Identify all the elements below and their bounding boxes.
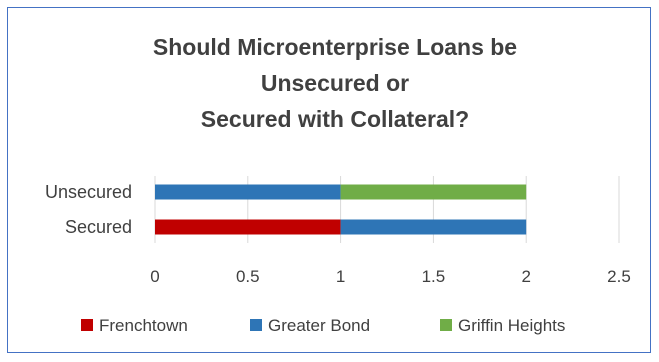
legend: Frenchtown Greater Bond Griffin Heights — [81, 316, 565, 335]
legend-swatch-frenchtown — [81, 319, 93, 331]
chart-title: Should Microenterprise Loans be Unsecure… — [153, 34, 517, 132]
legend-label-griffin-heights: Griffin Heights — [458, 316, 565, 335]
legend-swatch-griffin-heights — [440, 319, 452, 331]
bar-unsecured-griffin-heights — [340, 184, 527, 200]
x-tick-2-5: 2.5 — [607, 267, 631, 286]
category-label-secured: Secured — [65, 217, 132, 237]
bar-unsecured-greater-bond — [155, 184, 341, 200]
legend-swatch-greater-bond — [250, 319, 262, 331]
bar-secured-greater-bond — [340, 219, 527, 235]
category-labels: Unsecured Secured — [45, 182, 132, 237]
chart-frame — [7, 7, 651, 353]
x-tick-0-5: 0.5 — [236, 267, 260, 286]
chart-title-line-1: Should Microenterprise Loans be — [153, 34, 517, 60]
legend-label-greater-bond: Greater Bond — [268, 316, 370, 335]
legend-label-frenchtown: Frenchtown — [99, 316, 188, 335]
x-tick-2: 2 — [521, 267, 530, 286]
chart-title-line-3: Secured with Collateral? — [201, 106, 469, 132]
x-tick-labels: 0 0.5 1 1.5 2 2.5 — [150, 267, 631, 286]
category-label-unsecured: Unsecured — [45, 182, 132, 202]
chart-title-line-2: Unsecured or — [261, 70, 409, 96]
bar-secured-frenchtown — [155, 219, 341, 235]
x-tick-0: 0 — [150, 267, 159, 286]
bars — [155, 184, 527, 235]
x-tick-1: 1 — [336, 267, 345, 286]
x-tick-1-5: 1.5 — [422, 267, 446, 286]
